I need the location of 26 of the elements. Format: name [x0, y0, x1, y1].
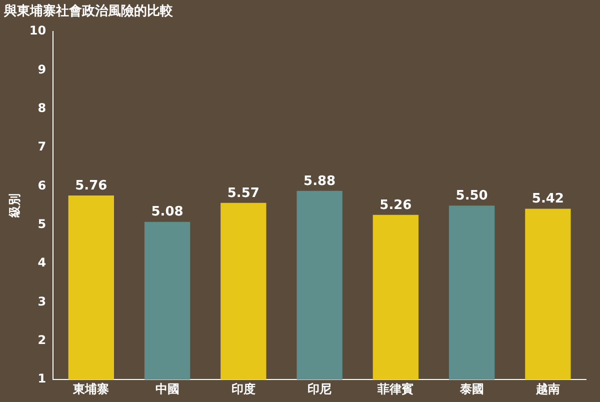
y-tick-label: 9	[38, 62, 46, 76]
y-tick-label: 10	[29, 24, 46, 38]
y-tick-label: 2	[38, 333, 46, 348]
x-tick-label: 菲律賓	[376, 382, 414, 396]
data-label: 5.76	[75, 178, 108, 194]
y-tick-label: 6	[38, 178, 46, 192]
x-tick-label: 東埔寨	[72, 382, 110, 396]
data-label: 5.88	[304, 174, 336, 189]
data-label: 5.42	[532, 192, 564, 207]
x-tick-label: 越南	[534, 382, 560, 396]
data-label: 5.08	[151, 204, 184, 220]
y-tick-label: 4	[38, 256, 46, 270]
y-tick-label: 5	[38, 217, 46, 232]
x-tick-label: 中國	[155, 382, 180, 396]
data-label: 5.26	[380, 198, 412, 213]
x-tick-label: 泰國	[458, 382, 484, 396]
x-tick-label: 印尼	[308, 382, 332, 396]
y-tick-label: 7	[38, 140, 46, 154]
y-tick-label: 3	[38, 294, 46, 308]
data-label: 5.50	[456, 188, 488, 204]
y-tick-label: 1	[38, 372, 46, 386]
data-label: 5.57	[227, 186, 260, 201]
y-axis-title: 級別	[7, 194, 22, 219]
x-tick-label: 印度	[231, 382, 256, 396]
y-tick-label: 8	[38, 101, 46, 116]
chart-title: 與東埔寨社會政治風險的比較	[3, 3, 174, 20]
